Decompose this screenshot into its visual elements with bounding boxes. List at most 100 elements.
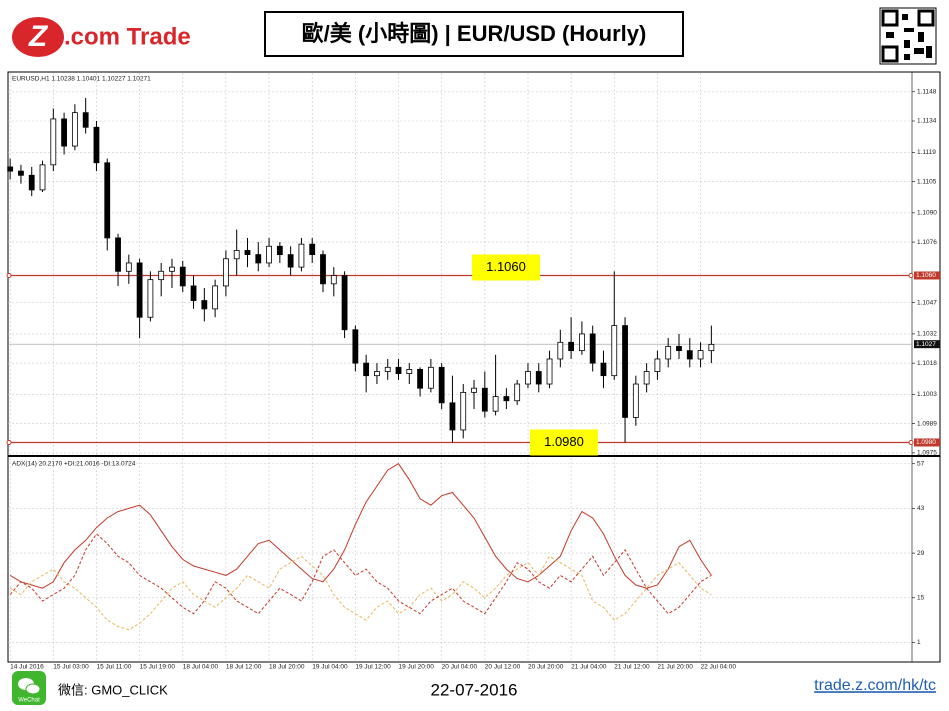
x-tick-label: 20 Jul 04:00 (442, 664, 478, 671)
candle-body (276, 245, 283, 256)
x-tick-label: 18 Jul 04:00 (183, 664, 219, 671)
y-tick-label: 1.1105 (917, 178, 937, 185)
candle-body (158, 270, 165, 281)
candle-body (460, 391, 467, 431)
candle-body (471, 387, 477, 393)
candle-body (147, 279, 154, 318)
candle-body (39, 164, 46, 191)
candle-body (93, 126, 100, 164)
candle-body (341, 275, 348, 331)
x-tick-label: 21 Jul 04:00 (571, 664, 607, 671)
candle-body (201, 300, 208, 310)
y-tick-label: 1.1047 (917, 299, 937, 306)
y-tick-label: 1.0989 (917, 420, 937, 427)
candle-body (212, 285, 219, 310)
candle-body (7, 166, 14, 172)
y-tick-label: 1.1090 (917, 210, 937, 217)
candle-body (589, 333, 596, 364)
candle-body (309, 243, 316, 256)
x-tick-label: 15 Jul 03:00 (53, 664, 89, 671)
wechat-id: 微信: GMO_CLICK (58, 682, 168, 697)
x-tick-label: 18 Jul 20:00 (269, 664, 305, 671)
wechat-label: WeChat (18, 698, 40, 704)
level-handle (6, 272, 12, 278)
candle-body (481, 387, 488, 412)
candle-body (244, 250, 251, 256)
x-tick-label: 15 Jul 11:00 (96, 664, 131, 671)
candle-body (492, 396, 499, 412)
candle-body (61, 118, 67, 147)
y-tick-label: 1 (917, 639, 921, 646)
candle-body (546, 358, 553, 385)
x-tick-label: 19 Jul 04:00 (312, 664, 348, 671)
candle-body (578, 333, 585, 352)
wechat-bubble (25, 683, 41, 695)
candle-body (600, 362, 607, 377)
candle-body (622, 325, 628, 418)
candle-body (266, 245, 272, 264)
candle-body (233, 250, 240, 260)
logo-mark: Z (28, 20, 49, 53)
price-tag (914, 271, 940, 280)
y-tick-label: 1.1134 (917, 118, 937, 125)
candle-body (708, 343, 715, 352)
candle-body (632, 383, 639, 418)
level-handle (908, 439, 914, 445)
x-tick-label: 20 Jul 20:00 (528, 664, 564, 671)
candle-body (384, 366, 391, 372)
y-tick-label: 15 (917, 594, 925, 601)
price-tag (914, 340, 940, 349)
candle-body (514, 383, 521, 402)
candle-body (190, 285, 197, 301)
level-handle (6, 439, 12, 445)
y-tick-label: 1.1032 (917, 331, 937, 338)
candle-body (665, 346, 672, 360)
candle-body (449, 402, 456, 431)
indicator-line (9, 463, 712, 589)
price-tag-label: 1.0980 (916, 439, 936, 446)
candle-body (71, 112, 78, 147)
level-label: 1.0980 (544, 434, 584, 449)
y-tick-label: 43 (917, 505, 925, 512)
x-tick-label: 14 Jul 2016 (10, 664, 44, 671)
candle-body (255, 254, 262, 264)
chart-layer: 1.1148 1.1134 1.1119 1.1105 1.1090 1.1076 1.10… (6, 73, 940, 671)
level-label-box (530, 429, 598, 456)
candle-body (525, 371, 531, 385)
candle-body (643, 371, 650, 385)
level-label: 1.1060 (486, 259, 526, 274)
candle-body (654, 358, 661, 372)
site-link[interactable]: trade.z.com/hk/tc (814, 677, 936, 694)
candle-body (417, 369, 423, 389)
candle-body (104, 162, 111, 239)
candle-body (686, 350, 693, 360)
y-tick-label: 1.1076 (917, 239, 937, 246)
candle-body (179, 266, 186, 287)
candle-body (287, 254, 294, 268)
candle-body (125, 262, 132, 272)
candle-body (557, 341, 564, 360)
x-tick-label: 19 Jul 12:00 (355, 664, 391, 671)
y-tick-label: 1.1018 (917, 360, 937, 367)
y-tick-label: 57 (917, 460, 925, 467)
candle-body (697, 350, 704, 360)
y-tick-label: 1.1119 (917, 149, 936, 156)
candle-body (223, 258, 229, 287)
x-tick-label: 21 Jul 12:00 (614, 664, 650, 671)
candle-body (298, 243, 305, 268)
candle-body (82, 112, 89, 128)
logo-badge (12, 17, 64, 57)
x-tick-label: 22 Jul 04:00 (701, 664, 737, 671)
candle-body (330, 275, 337, 285)
candle-body (427, 366, 434, 389)
candle-body (28, 174, 35, 191)
candle-body (406, 369, 413, 374)
price-tag-label: 1.1027 (916, 341, 936, 348)
candle-body (169, 266, 175, 272)
chart-frame (7, 71, 941, 663)
x-tick-label: 19 Jul 20:00 (399, 664, 435, 671)
candle-body (136, 262, 143, 318)
candle-body (115, 237, 121, 272)
panel-title: ADX(14) 20.2170 +DI:21.0016 -DI:13.0724 (12, 461, 136, 468)
